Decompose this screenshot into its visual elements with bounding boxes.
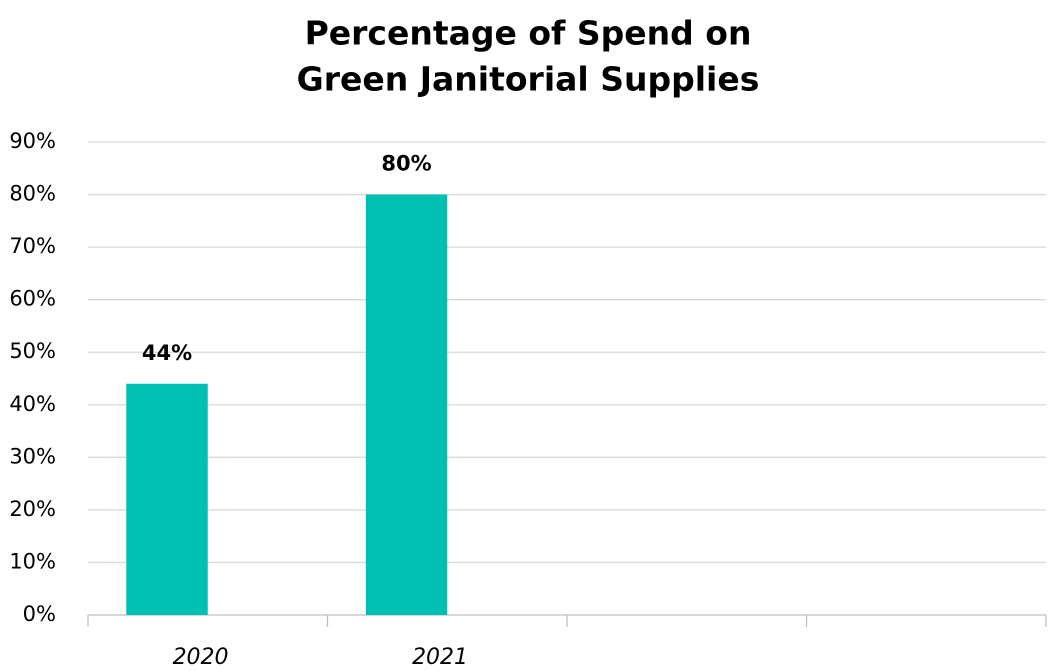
y-tick-label: 90% <box>9 129 56 153</box>
y-tick-label: 60% <box>9 287 56 311</box>
chart-title: Green Janitorial Supplies <box>297 60 760 99</box>
value-label: 80% <box>381 152 431 176</box>
y-tick-label: 30% <box>9 444 56 468</box>
y-tick-label: 10% <box>9 549 56 573</box>
value-label: 44% <box>142 341 192 365</box>
y-tick-label: 20% <box>9 497 56 521</box>
y-tick-label: 70% <box>9 234 56 258</box>
y-tick-label: 40% <box>9 392 56 416</box>
y-tick-label: 80% <box>9 182 56 206</box>
x-tick-label: 2021 <box>412 645 468 670</box>
y-tick-label: 50% <box>9 339 56 363</box>
bar <box>365 194 448 616</box>
chart-title: Percentage of Spend on <box>305 14 752 53</box>
x-tick-label: 2020 <box>173 645 229 670</box>
bar <box>126 383 208 615</box>
y-tick-label: 0% <box>23 602 56 626</box>
